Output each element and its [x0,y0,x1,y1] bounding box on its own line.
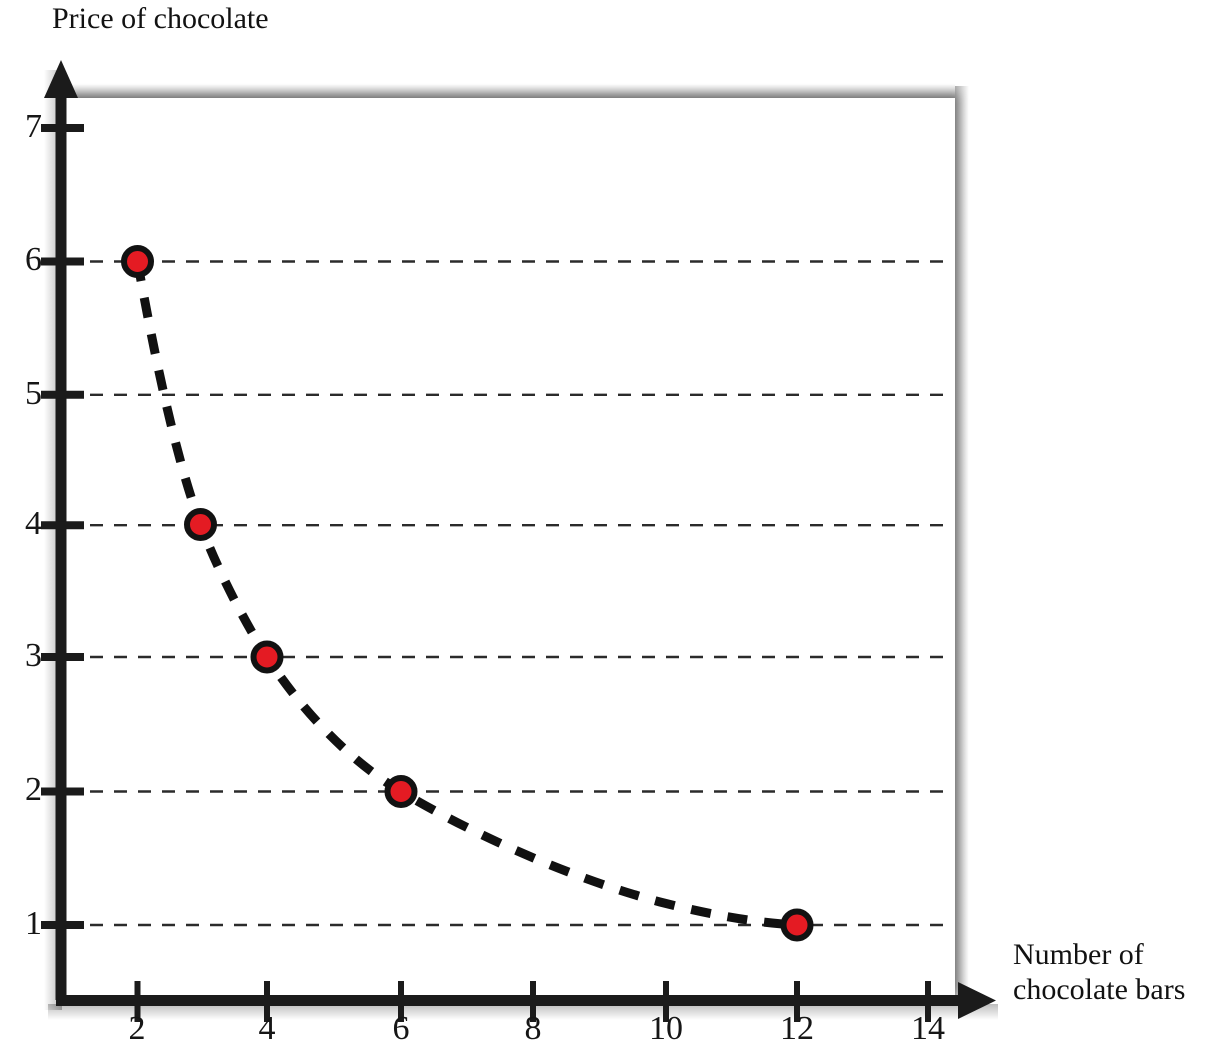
y-tick-label-4: 4 [25,505,42,542]
data-point-6-2 [384,775,418,808]
x-tick-label-12: 12 [780,1010,814,1047]
x-tick-label-2: 2 [128,1010,146,1047]
y-tick-label-6: 6 [25,241,42,278]
x-tick-label-14: 14 [911,1010,945,1047]
y-axis-arrow [44,60,78,98]
x-axis-title: Number of chocolate bars [1013,938,1186,1006]
data-point-markers [121,245,814,942]
y-tick-label-3: 3 [25,637,42,674]
x-axis-arrow [958,982,996,1019]
data-point-2-6 [121,245,154,278]
data-point-4-3 [250,640,284,674]
y-tick-label-1: 1 [25,905,42,942]
x-tick-label-6: 6 [392,1010,410,1047]
y-tick-label-7: 7 [25,108,42,145]
x-tick-label-8: 8 [524,1010,542,1047]
x-tick-label-4: 4 [258,1010,276,1047]
x-axis-shadow [48,1004,998,1020]
x-axis-ticks [134,981,931,1022]
demand-curve [133,260,798,930]
y-axis-ticks [41,124,84,929]
y-tick-label-2: 2 [25,771,42,808]
data-point-12-1 [780,908,814,942]
data-point-3-4 [184,508,217,541]
y-tick-label-5: 5 [25,375,42,412]
x-tick-label-10: 10 [649,1010,683,1047]
y-axis-title: Price of chocolate [52,2,269,35]
